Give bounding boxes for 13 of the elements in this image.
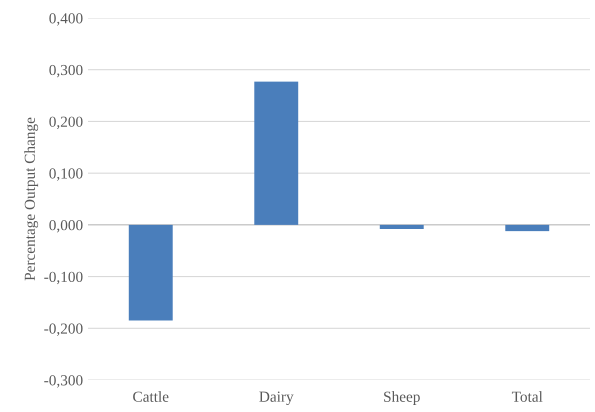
y-tick-label: 0,000 — [49, 220, 83, 233]
y-tick-label: -0,100 — [44, 272, 83, 284]
y-tick-label: 0,100 — [49, 168, 83, 181]
y-tick-label: -0,300 — [44, 375, 83, 388]
y-tick-label: -0,200 — [44, 323, 83, 336]
y-tick-label: 0,300 — [49, 64, 83, 78]
x-tick-label: Sheep — [384, 391, 420, 405]
y-axis-title: Percentage Output Change — [24, 118, 38, 280]
x-tick-label: Total — [512, 391, 543, 402]
x-tick-label: Cattle — [133, 391, 168, 402]
x-tick-label: Dairy — [259, 392, 294, 405]
y-tick-label: 0,200 — [49, 116, 83, 130]
y-tick-label: 0,400 — [49, 13, 83, 26]
